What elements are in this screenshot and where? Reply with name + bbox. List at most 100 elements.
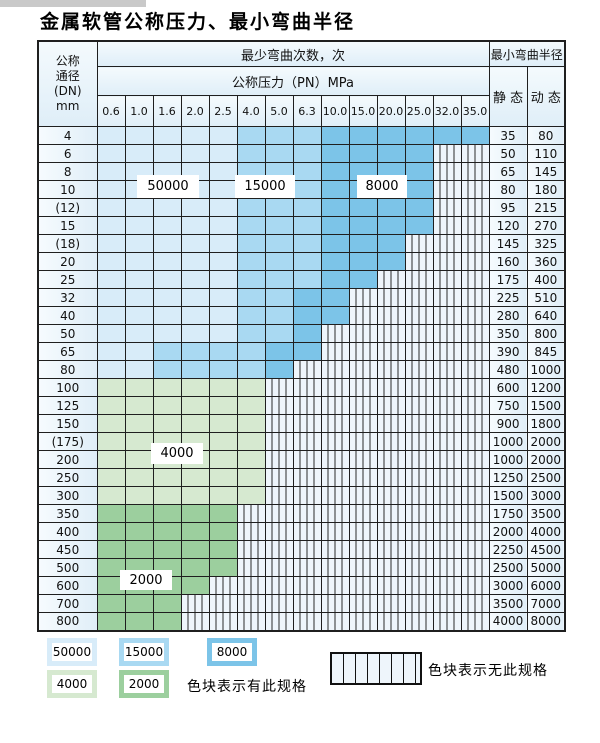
spec-cell	[320, 162, 350, 181]
spec-cell	[404, 504, 434, 523]
spec-cell	[152, 306, 182, 325]
spec-cell	[152, 216, 182, 235]
spec-cell	[152, 522, 182, 541]
header-pressure: 公称压力（PN）MPa	[96, 66, 490, 96]
spec-cell	[236, 216, 266, 235]
spec-cell	[320, 414, 350, 433]
spec-cell	[460, 144, 490, 163]
spec-cell	[236, 234, 266, 253]
table-row: 65 390 845	[37, 342, 566, 361]
table-row: 350 1750 3500	[37, 504, 566, 523]
spec-cell	[460, 288, 490, 307]
spec-cell	[292, 270, 322, 289]
spec-cell	[404, 198, 434, 217]
spec-cell	[264, 198, 294, 217]
spec-cell	[404, 414, 434, 433]
dynamic-value-cell: 110	[526, 144, 566, 163]
spec-cell	[348, 144, 378, 163]
dn-cell: 600	[37, 576, 98, 595]
spec-cell	[432, 144, 462, 163]
spec-cell	[432, 594, 462, 613]
spec-cell	[208, 522, 238, 541]
spec-cell	[460, 342, 490, 361]
spec-cell	[348, 504, 378, 523]
spec-cell	[236, 378, 266, 397]
static-value-cell: 1500	[488, 486, 528, 505]
spec-cell	[152, 234, 182, 253]
spec-cell	[152, 414, 182, 433]
spec-cell	[348, 486, 378, 505]
header-pressure-value: 4.0	[236, 95, 266, 127]
static-value-cell: 1000	[488, 432, 528, 451]
spec-cell	[96, 450, 126, 469]
dynamic-value-cell: 270	[526, 216, 566, 235]
dn-cell: 40	[37, 306, 98, 325]
spec-cell	[208, 234, 238, 253]
spec-cell	[152, 144, 182, 163]
spec-cell	[96, 594, 126, 613]
spec-cell	[376, 216, 406, 235]
dynamic-value-cell: 360	[526, 252, 566, 271]
spec-cell	[320, 198, 350, 217]
spec-cell	[124, 450, 154, 469]
spec-cell	[292, 198, 322, 217]
spec-cell	[404, 522, 434, 541]
spec-cell	[96, 504, 126, 523]
spec-cell	[376, 360, 406, 379]
spec-cell	[208, 306, 238, 325]
dynamic-value-cell: 8000	[526, 612, 566, 631]
zone-label-4000: 4000	[151, 443, 203, 464]
spec-cell	[404, 468, 434, 487]
static-value-cell: 4000	[488, 612, 528, 631]
table-row: (18) 145 325	[37, 234, 566, 253]
spec-cell	[264, 324, 294, 343]
dynamic-value-cell: 2000	[526, 450, 566, 469]
table-head: 公称 通径 (DN) mm 最少弯曲次数，次 最小弯曲半径 公称压力（PN）MPa 静 态动 …	[37, 40, 566, 127]
static-value-cell: 35	[488, 126, 528, 145]
spec-cell	[152, 252, 182, 271]
spec-cell	[376, 288, 406, 307]
spec-cell	[264, 306, 294, 325]
spec-cell	[404, 486, 434, 505]
spec-cell	[236, 486, 266, 505]
spec-cell	[432, 504, 462, 523]
spec-cell	[264, 126, 294, 145]
dynamic-value-cell: 215	[526, 198, 566, 217]
static-value-cell: 280	[488, 306, 528, 325]
spec-cell	[320, 558, 350, 577]
spec-cell	[320, 450, 350, 469]
spec-cell	[432, 432, 462, 451]
header-pressure-value: 35.0	[460, 95, 490, 127]
spec-cell	[432, 558, 462, 577]
spec-cell	[236, 324, 266, 343]
spec-cell	[124, 288, 154, 307]
spec-cell	[96, 288, 126, 307]
spec-cell	[320, 126, 350, 145]
static-value-cell: 750	[488, 396, 528, 415]
spec-cell	[460, 576, 490, 595]
spec-cell	[460, 468, 490, 487]
table-row: 20 160 360	[37, 252, 566, 271]
dn-cell: (175)	[37, 432, 98, 451]
spec-cell	[208, 432, 238, 451]
spec-cell	[404, 558, 434, 577]
spec-cell	[124, 270, 154, 289]
static-value-cell: 1250	[488, 468, 528, 487]
header-pressure-value: 2.5	[208, 95, 238, 127]
spec-cell	[180, 144, 210, 163]
spec-cell	[208, 288, 238, 307]
zone-label-15000: 15000	[235, 175, 295, 198]
spec-cell	[404, 432, 434, 451]
spec-cell	[292, 162, 322, 181]
spec-cell	[180, 576, 210, 595]
spec-cell	[292, 576, 322, 595]
spec-cell	[264, 504, 294, 523]
dynamic-value-cell: 640	[526, 306, 566, 325]
static-value-cell: 350	[488, 324, 528, 343]
spec-cell	[460, 486, 490, 505]
spec-cell	[180, 612, 210, 631]
header-pressure-value: 1.0	[124, 95, 154, 127]
dynamic-value-cell: 1800	[526, 414, 566, 433]
spec-cell	[264, 522, 294, 541]
spec-cell	[208, 396, 238, 415]
